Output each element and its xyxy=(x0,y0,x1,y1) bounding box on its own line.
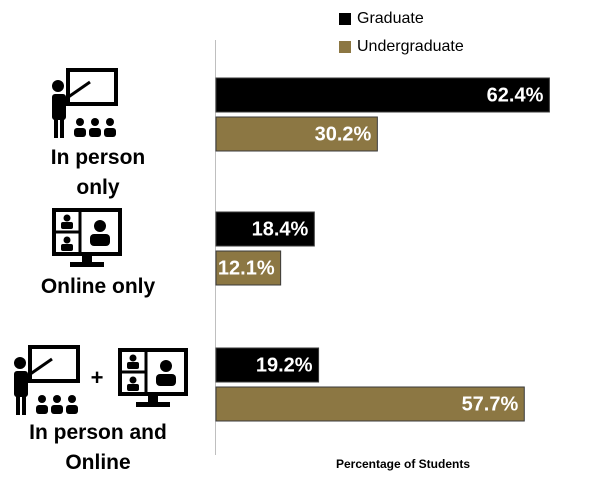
category-label: In person only xyxy=(50,146,146,199)
x-axis-label: Percentage of Students xyxy=(336,457,470,471)
online-icon xyxy=(52,208,122,269)
bar xyxy=(215,116,378,152)
bar xyxy=(215,77,550,113)
data-label: 12.1% xyxy=(218,257,275,279)
data-label: 30.2% xyxy=(315,123,372,145)
data-label: 62.4% xyxy=(487,84,544,106)
plus-icon: + xyxy=(91,365,104,390)
data-label: 57.7% xyxy=(462,393,519,415)
bar xyxy=(215,347,320,383)
in-person-icon xyxy=(12,345,80,417)
data-label: 19.2% xyxy=(256,354,313,376)
bar xyxy=(215,211,315,247)
legend-swatch xyxy=(339,41,351,53)
online-icon xyxy=(118,348,188,409)
bar xyxy=(215,250,282,286)
category-label: In person and Online xyxy=(29,421,167,474)
data-label: 18.4% xyxy=(252,218,309,240)
in-person-icon xyxy=(50,68,118,140)
bar xyxy=(215,386,525,422)
category-label: Online only xyxy=(40,275,156,298)
legend-swatch xyxy=(339,13,351,25)
legend-label: Undergraduate xyxy=(357,38,464,55)
legend-label: Graduate xyxy=(357,10,424,27)
